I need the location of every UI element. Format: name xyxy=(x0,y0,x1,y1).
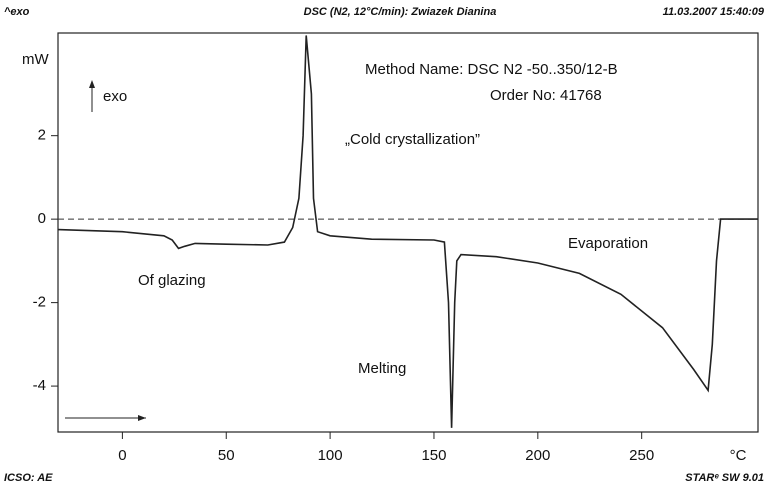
x-tick-label: 150 xyxy=(421,447,446,464)
x-tick-label: 0 xyxy=(118,447,126,464)
x-axis-label: °C xyxy=(730,447,747,464)
y-tick-label: 0 xyxy=(38,210,46,227)
x-tick-label: 200 xyxy=(525,447,550,464)
exo-arrowhead xyxy=(89,80,95,88)
y-tick-label: 2 xyxy=(38,127,46,144)
y-tick-label: -2 xyxy=(33,294,46,311)
data-line xyxy=(57,35,758,428)
plot-frame xyxy=(57,32,759,433)
header-left: ^exo xyxy=(4,6,30,18)
direction-arrowhead xyxy=(138,415,146,421)
y-tick-label: -4 xyxy=(33,377,46,394)
annotation: Of glazing xyxy=(138,272,206,289)
x-tick-label: 100 xyxy=(318,447,343,464)
footer-right: STARᵉ SW 9.01 xyxy=(685,472,764,484)
footer-left: ICSO: AE xyxy=(4,472,53,484)
header-date: 11.03.2007 15:40:09 xyxy=(663,6,765,18)
annotation: Melting xyxy=(358,360,406,377)
y-axis-label: mW xyxy=(22,51,49,68)
annotation: Method Name: DSC N2 -50..350/12-B xyxy=(365,61,618,78)
annotation: „Cold crystallization” xyxy=(345,131,480,148)
annotation: exo xyxy=(103,88,127,105)
annotation: Order No: 41768 xyxy=(490,87,602,104)
header-title: DSC (N2, 12°C/min): Zwiazek Dianina xyxy=(304,6,497,18)
x-tick-label: 250 xyxy=(629,447,654,464)
annotation: Evaporation xyxy=(568,235,648,252)
x-tick-label: 50 xyxy=(218,447,235,464)
